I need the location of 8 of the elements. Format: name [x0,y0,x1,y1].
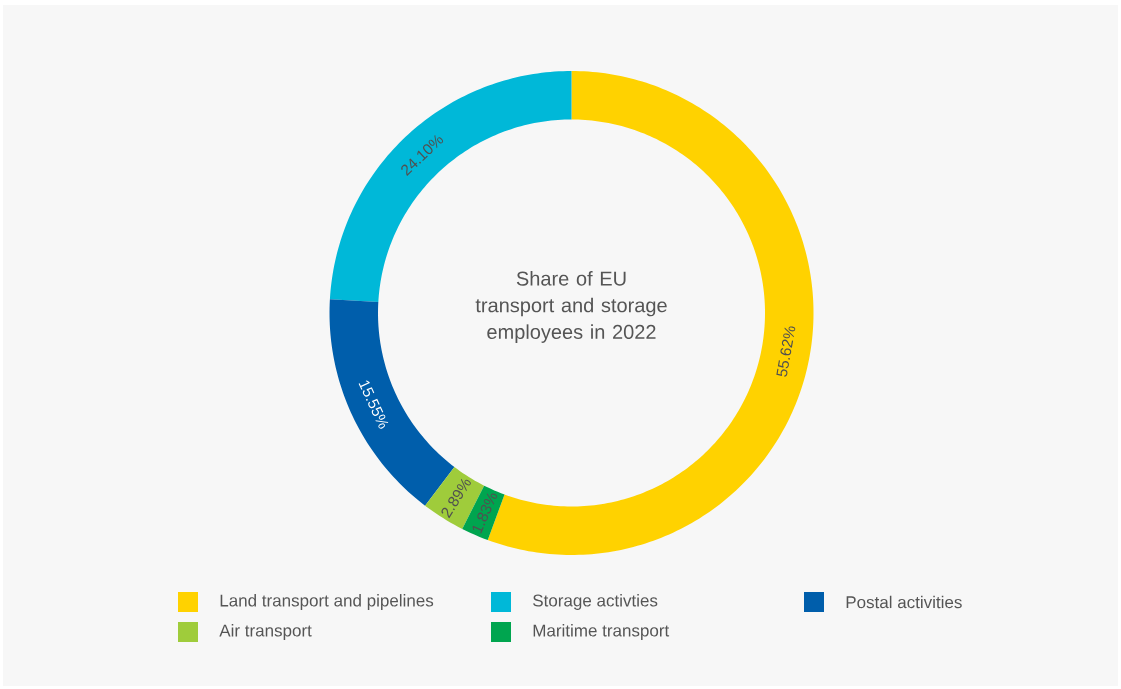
data-label: 55.62% [776,326,796,377]
legend-label: Land transport and pipelines [220,594,434,610]
legend-label: Storage activties [533,594,658,610]
data-label: 1.83% [472,493,498,534]
legend-label: Air transport [219,624,312,640]
text: Share of EU transport and storage employees in 2022 [475,271,667,343]
legend-label: Postal activities [846,595,962,609]
legend-label: Maritime transport [533,624,670,640]
